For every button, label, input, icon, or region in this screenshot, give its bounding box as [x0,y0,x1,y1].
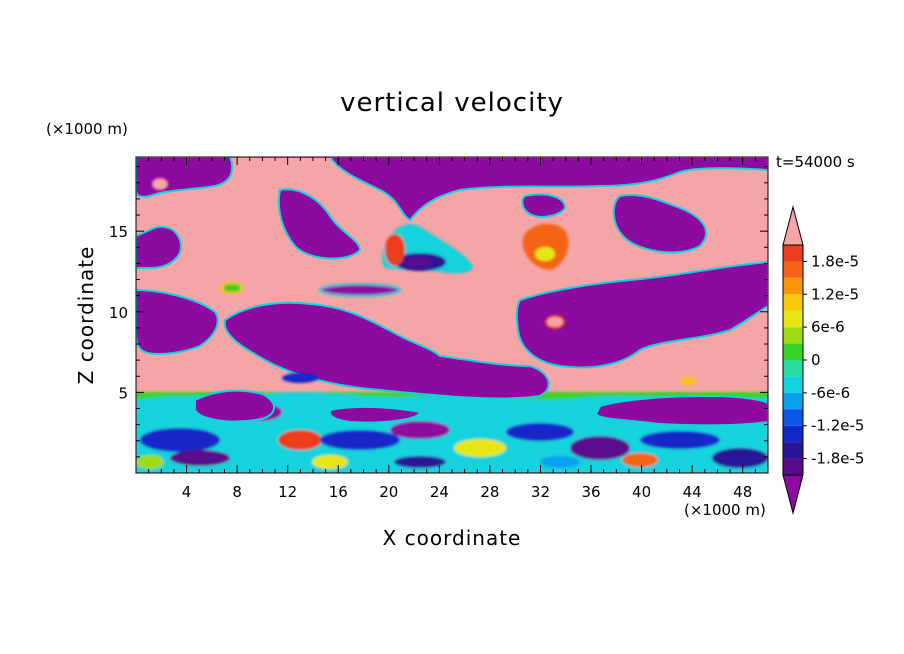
x-tick-label: 20 [379,483,398,501]
colorbar-segment [783,458,803,475]
x-tick-label: 44 [683,483,702,501]
colorbar-segment [783,376,803,393]
colorbar [782,205,807,515]
x-tick-label: 24 [430,483,449,501]
x-tick-label: 16 [329,483,348,501]
x-tick-label: 32 [531,483,550,501]
y-tick-label: 5 [118,384,128,402]
colorbar-segment [783,360,803,377]
x-tick-label: 8 [232,483,242,501]
x-axis-unit: (×1000 m) [684,501,766,519]
colorbar-tick-label: -1.2e-5 [811,417,864,435]
colorbar-over-arrow [782,205,804,246]
colorbar-segment [783,392,803,410]
y-tick-label: 15 [109,223,128,241]
chart-title: vertical velocity [340,88,564,118]
x-axis-label: X coordinate [382,526,522,550]
colorbar-segment [783,261,803,278]
frame-ticks [136,157,768,473]
convective-cores [152,178,696,385]
colorbar-segment [783,442,803,459]
colorbar-tick-label: -6e-6 [811,384,850,402]
x-tick-labels: 4 8 12 16 20 24 28 32 36 40 44 48 [182,483,752,501]
velocity-field [136,157,768,473]
x-tick-label: 40 [632,483,651,501]
colorbar-tick-label: 1.8e-5 [811,252,859,270]
downdraft-regions [136,157,768,427]
colorbar-segment [783,277,803,295]
colorbar-tick-label: 0 [811,351,821,369]
colorbar-segment [783,245,803,262]
colorbar-labels: 1.8e-5 1.2e-5 6e-6 0 -6e-6 -1.2e-5 -1.8e-5 [811,252,864,467]
x-tick-label: 12 [278,483,297,501]
x-tick-label: 36 [581,483,600,501]
y-tick-label: 10 [109,304,128,322]
colorbar-under-arrow [782,474,804,515]
y-axis-unit: (×1000 m) [46,120,128,138]
colorbar-segment [783,409,803,426]
colorbar-tick-label: -1.8e-5 [811,450,864,468]
time-label: t=54000 s [776,153,855,171]
x-tick-label: 28 [480,483,499,501]
y-tick-labels: 5 10 15 [109,223,128,402]
colorbar-segment [783,425,803,443]
x-tick-label: 48 [733,483,752,501]
colorbar-tick-label: 6e-6 [811,318,845,336]
colorbar-segment [783,310,803,328]
colorbar-segment [783,343,803,360]
colorbar-tick-label: 1.2e-5 [811,285,859,303]
colorbar-segment [783,294,803,311]
colorbar-segment [783,327,803,344]
x-tick-label: 4 [182,483,192,501]
